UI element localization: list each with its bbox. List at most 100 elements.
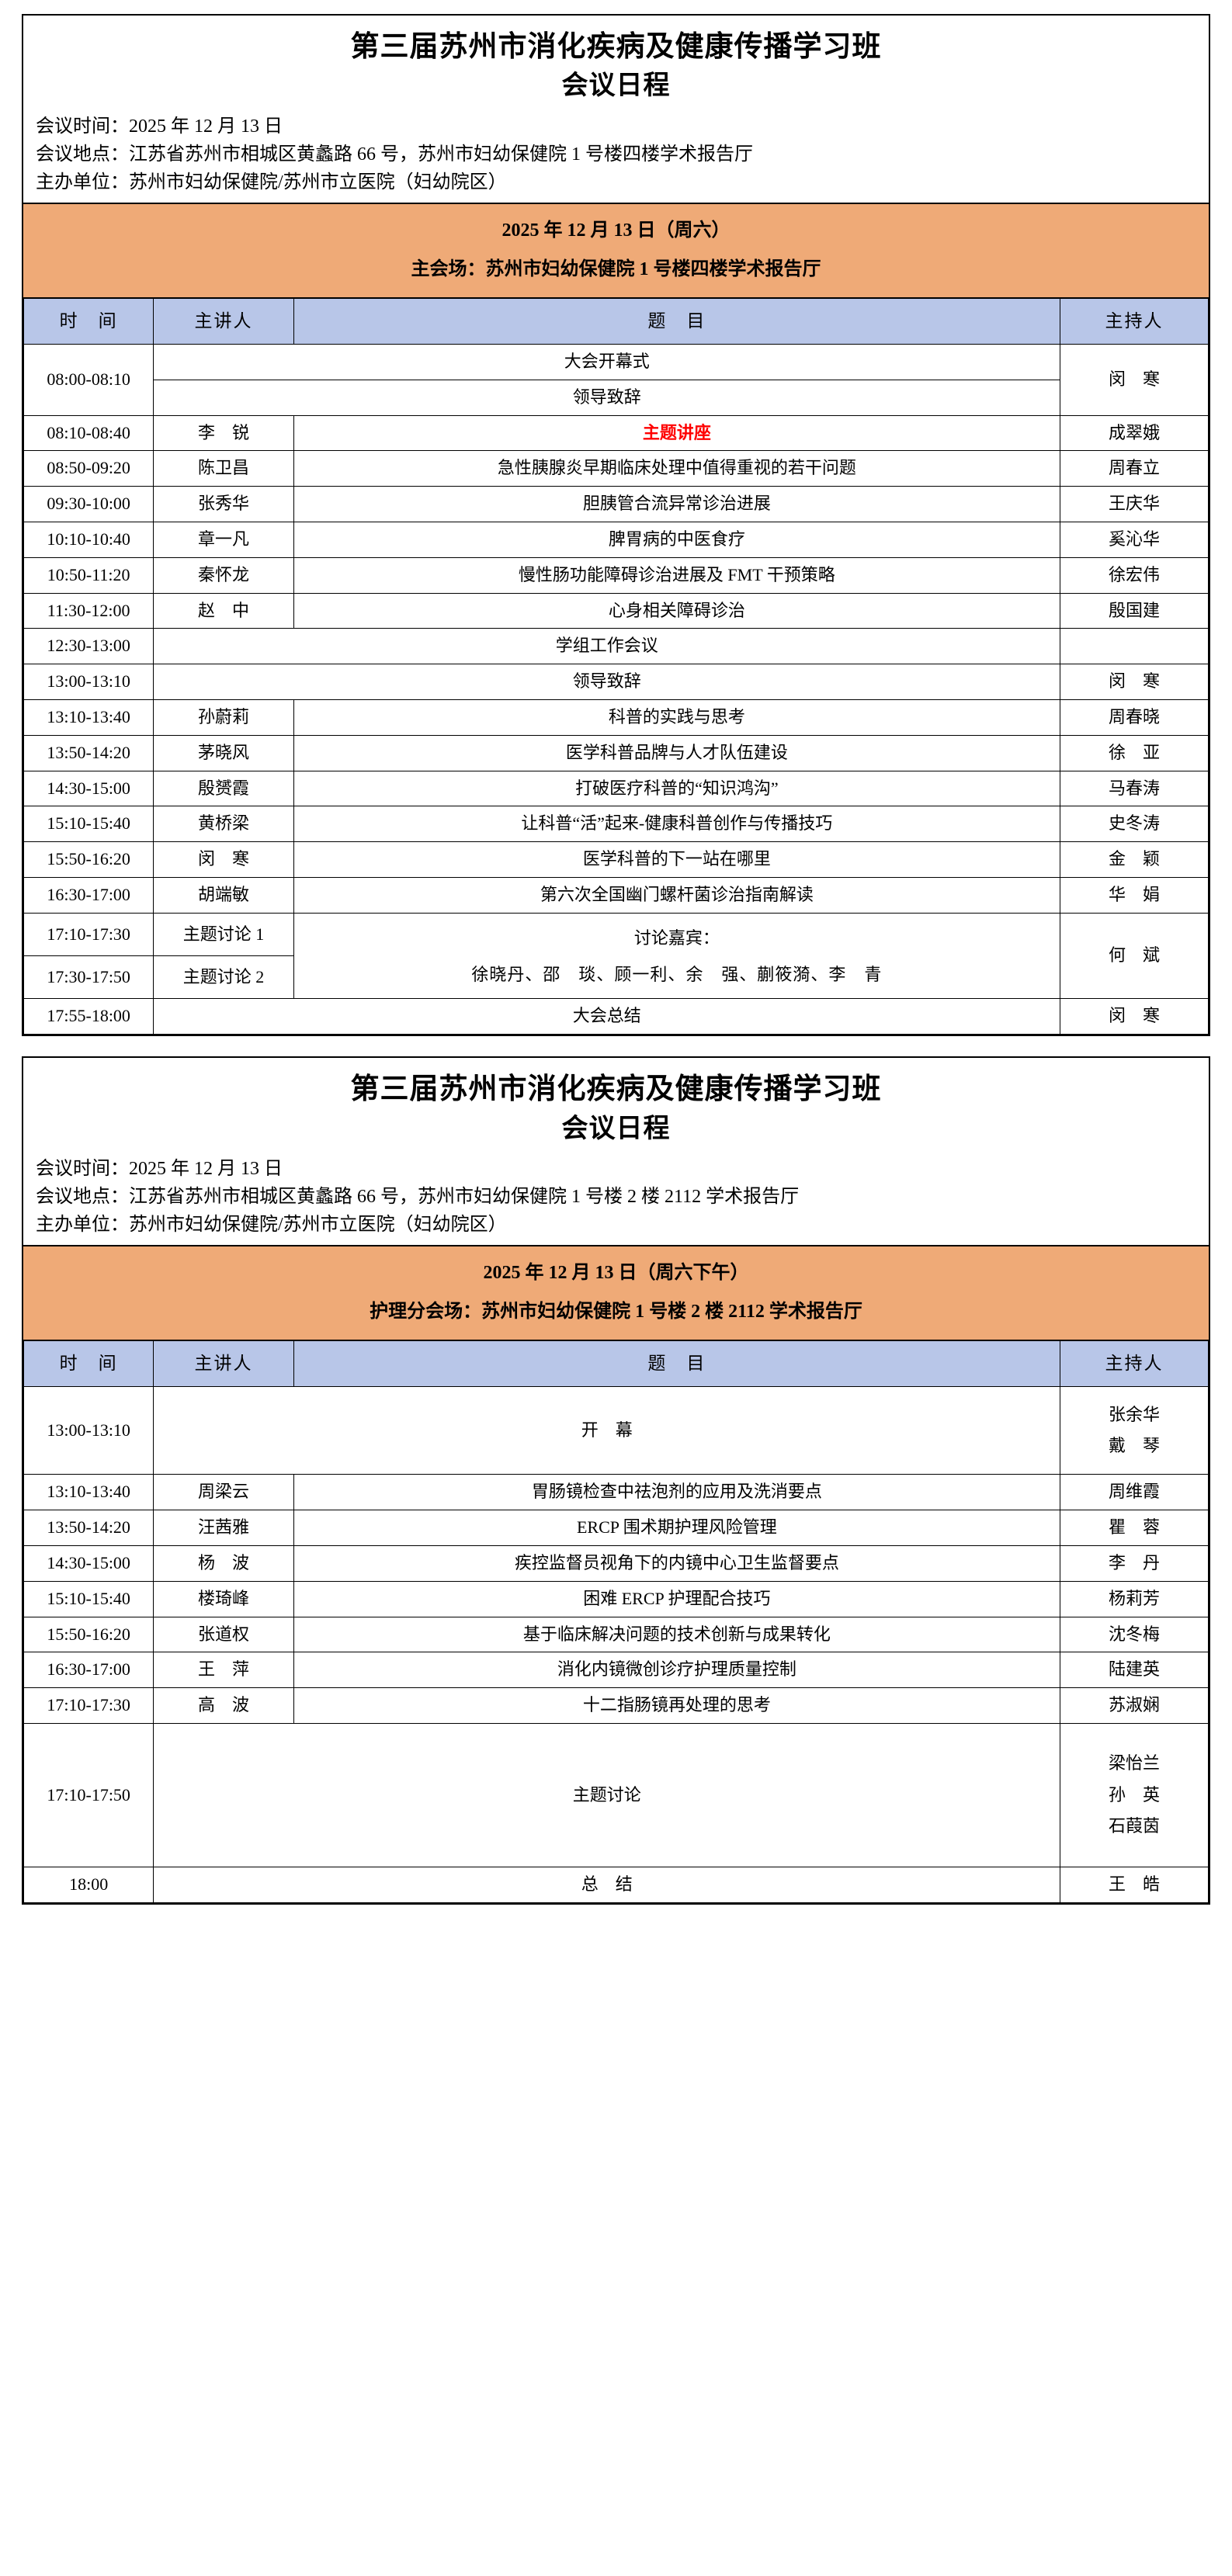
cell-topic: 十二指肠镜再处理的思考 xyxy=(293,1687,1061,1724)
cell-speaker: 赵 中 xyxy=(153,592,294,629)
table-row: 14:30-15:00 杨 波疾控监督员视角下的内镜中心卫生监督要点李 丹 xyxy=(23,1545,1209,1582)
cell-speaker: 高 波 xyxy=(153,1687,294,1724)
table-row: 16:30-17:00 胡端敏 第六次全国幽门螺杆菌诊治指南解读华 娟 xyxy=(23,877,1209,914)
cell-time: 17:30-17:50 xyxy=(23,955,154,1000)
cell-topic: 讨论嘉宾： 徐晓丹、邵 琰、顾一利、余 强、蒯筱漪、李 青 xyxy=(293,912,1061,1000)
column-header-time: 时 间 xyxy=(23,1340,154,1388)
document-title: 第三届苏州市消化疾病及健康传播学习班 xyxy=(350,1073,882,1106)
banner-venue: 主会场：苏州市妇幼保健院 1 号楼四楼学术报告厅 xyxy=(411,259,821,280)
table-row: 12:30-13:00 学组工作会议 xyxy=(23,628,1209,665)
cell-time: 16:30-17:00 xyxy=(23,1652,154,1689)
cell-time: 13:10-13:40 xyxy=(23,1474,154,1511)
column-header-speaker: 主讲人 xyxy=(153,1340,294,1388)
cell-speaker: 胡端敏 xyxy=(153,877,294,914)
cell-topic: 领导致辞 xyxy=(153,379,1061,416)
cell-time: 10:10-10:40 xyxy=(23,522,154,558)
discussion-guests-label: 讨论嘉宾： xyxy=(633,927,720,948)
meeting-meta-line: 主办单位：苏州市妇幼保健院/苏州市立医院（妇幼院区） xyxy=(36,1215,507,1236)
cell-speaker: 杨 波 xyxy=(153,1545,294,1582)
cell-time: 13:50-14:20 xyxy=(23,1510,154,1546)
table-row: 16:30-17:00 王 萍消化内镜微创诊疗护理质量控制 陆建英 xyxy=(23,1652,1209,1689)
cell-host xyxy=(1060,628,1209,665)
meeting-meta: 会议时间：2025 年 12 月 13 日会议地点：江苏省苏州市相城区黄蠡路 6… xyxy=(23,113,1209,203)
cell-host: 金 颖 xyxy=(1060,841,1209,879)
column-header-topic: 题 目 xyxy=(293,1340,1061,1388)
cell-time: 13:10-13:40 xyxy=(23,699,154,736)
table-row: 09:30-10:00 张秀华 胆胰管合流异常诊治进展 王庆华 xyxy=(23,486,1209,523)
table-row: 11:30-12:00 赵 中心身相关障碍诊治 殷国建 xyxy=(23,592,1209,629)
schedule-block: 第三届苏州市消化疾病及健康传播学习班 会议日程 会议时间：2025 年 12 月 1… xyxy=(22,1056,1210,1905)
cell-host: 周春晓 xyxy=(1060,699,1209,736)
cell-speaker: 汪茜雅 xyxy=(153,1510,294,1546)
cell-speaker: 殷赟霞 xyxy=(153,770,294,807)
cell-host: 奚沁华 xyxy=(1060,522,1209,558)
cell-speaker: 李 锐 xyxy=(153,414,294,452)
table-row: 14:30-15:00 殷赟霞 打破医疗科普的“知识鸿沟” 马春涛 xyxy=(23,770,1209,807)
meeting-meta-line: 会议时间：2025 年 12 月 13 日 xyxy=(36,1159,283,1180)
schedule-table: 时 间主讲人题 目主持人 13:00-13:10 开 幕张余华戴 琴 13:10-13… xyxy=(23,1340,1209,1903)
cell-speaker: 主题讨论 1 xyxy=(153,912,294,957)
meeting-meta: 会议时间：2025 年 12 月 13 日会议地点：江苏省苏州市相城区黄蠡路 6… xyxy=(23,1155,1209,1245)
cell-topic: 第六次全国幽门螺杆菌诊治指南解读 xyxy=(293,877,1061,914)
cell-host: 李 丹 xyxy=(1060,1545,1209,1582)
cell-topic: 让科普“活”起来-健康科普创作与传播技巧 xyxy=(293,806,1061,843)
meeting-meta-line: 会议地点：江苏省苏州市相城区黄蠡路 66 号，苏州市妇幼保健院 1 号楼四楼学术… xyxy=(36,144,753,165)
table-row: 领导致辞 xyxy=(24,379,1209,416)
cell-time: 15:50-16:20 xyxy=(23,841,154,879)
cell-host: 史冬涛 xyxy=(1060,806,1209,843)
column-header-time: 时 间 xyxy=(23,298,154,345)
cell-host-line: 孙 英 xyxy=(1109,1784,1161,1805)
cell-topic: 领导致辞 xyxy=(153,664,1061,701)
table-row: 08:00-08:10 大会开幕式闵 寒 xyxy=(23,344,1209,416)
meeting-meta-line: 主办单位：苏州市妇幼保健院/苏州市立医院（妇幼院区） xyxy=(36,172,507,193)
cell-topic: 主题讨论 xyxy=(153,1722,1061,1867)
cell-speaker: 周梁云 xyxy=(153,1474,294,1511)
cell-time: 13:00-13:10 xyxy=(23,1386,154,1475)
cell-topic: 主题讲座 xyxy=(293,414,1061,452)
table-row: 17:10-17:30 高 波十二指肠镜再处理的思考 苏淑娴 xyxy=(23,1687,1209,1724)
table-row: 08:50-09:20 陈卫昌 急性胰腺炎早期临床处理中值得重视的若干问题 周春立 xyxy=(23,450,1209,487)
cell-speaker: 孙蔚莉 xyxy=(153,699,294,736)
cell-time: 08:00-08:10 xyxy=(23,344,154,416)
cell-speaker: 王 萍 xyxy=(153,1652,294,1689)
table-row: 13:50-14:20 茅晓风 医学科普品牌与人才队伍建设徐 亚 xyxy=(23,734,1209,771)
cell-time: 11:30-12:00 xyxy=(23,592,154,629)
cell-host: 周维霞 xyxy=(1060,1474,1209,1511)
cell-host-line: 张余华 xyxy=(1109,1404,1161,1424)
document-title: 第三届苏州市消化疾病及健康传播学习班 xyxy=(350,31,882,63)
session-banner: 2025 年 12 月 13 日（周六） 主会场：苏州市妇幼保健院 1 号楼四楼学… xyxy=(23,203,1209,299)
table-row: 15:50-16:20 张道权 基于临床解决问题的技术创新与成果转化 沈冬梅 xyxy=(23,1616,1209,1653)
cell-time: 13:00-13:10 xyxy=(23,664,154,701)
cell-host: 张余华戴 琴 xyxy=(1060,1386,1209,1475)
table-row: 10:10-10:40 章一凡 脾胃病的中医食疗 奚沁华 xyxy=(23,522,1209,558)
table-row: 17:30-17:50 主题讨论 2 xyxy=(23,955,1209,1000)
schedule-table: 时 间主讲人题 目主持人 08:00-08:10 大会开幕式闵 寒领导致辞 08:10… xyxy=(23,298,1209,1035)
cell-speaker: 秦怀龙 xyxy=(153,556,294,594)
table-row: 08:10-08:40 李 锐主题讲座 成翠娥 xyxy=(23,414,1209,452)
cell-time: 18:00 xyxy=(23,1866,154,1903)
cell-host: 杨莉芳 xyxy=(1060,1580,1209,1617)
column-header-host: 主持人 xyxy=(1060,298,1209,345)
cell-speaker: 主题讨论 2 xyxy=(153,955,294,1000)
cell-topic: 基于临床解决问题的技术创新与成果转化 xyxy=(293,1616,1061,1653)
column-header-host: 主持人 xyxy=(1060,1340,1209,1388)
cell-host: 王 皓 xyxy=(1060,1866,1209,1903)
cell-topic: 脾胃病的中医食疗 xyxy=(293,522,1061,558)
cell-host: 徐宏伟 xyxy=(1060,556,1209,594)
cell-host: 苏淑娴 xyxy=(1060,1687,1209,1724)
cell-host-line: 戴 琴 xyxy=(1109,1436,1161,1456)
sections-container: 第三届苏州市消化疾病及健康传播学习班 会议日程 会议时间：2025 年 12 月 1… xyxy=(22,14,1210,1905)
meeting-meta-line: 会议地点：江苏省苏州市相城区黄蠡路 66 号，苏州市妇幼保健院 1 号楼 2 楼… xyxy=(36,1187,800,1208)
banner-venue: 护理分会场：苏州市妇幼保健院 1 号楼 2 楼 2112 学术报告厅 xyxy=(370,1302,862,1323)
cell-host: 何 斌 xyxy=(1060,912,1209,1000)
cell-speaker: 张道权 xyxy=(153,1616,294,1653)
cell-speaker: 楼琦峰 xyxy=(153,1580,294,1617)
cell-time: 17:10-17:30 xyxy=(23,1687,154,1724)
cell-host: 沈冬梅 xyxy=(1060,1616,1209,1653)
cell-topic: 慢性肠功能障碍诊治进展及 FMT 干预策略 xyxy=(293,556,1061,594)
column-header-topic: 题 目 xyxy=(293,298,1061,345)
cell-topic: 科普的实践与思考 xyxy=(293,699,1061,736)
cell-time: 17:10-17:30 xyxy=(23,912,154,957)
cell-topic: 急性胰腺炎早期临床处理中值得重视的若干问题 xyxy=(293,450,1061,487)
cell-host: 徐 亚 xyxy=(1060,734,1209,771)
